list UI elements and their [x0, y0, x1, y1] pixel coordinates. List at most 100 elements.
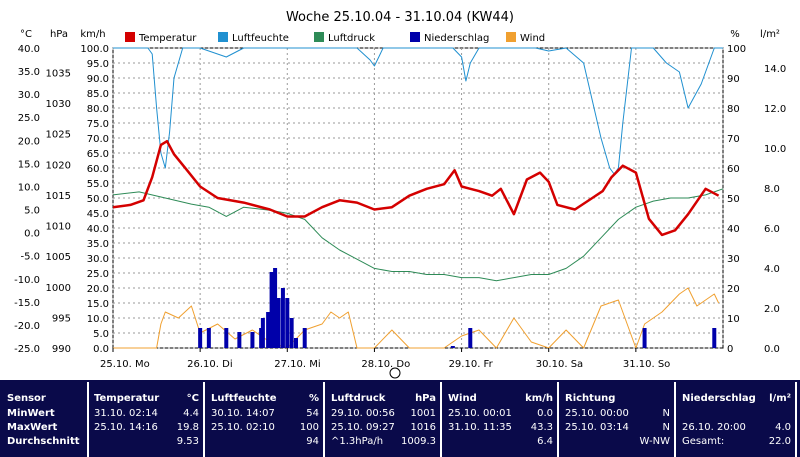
rain-tick-label: 2.0 — [764, 304, 780, 315]
temperature-avg-value: 9.53 — [176, 436, 199, 447]
rain-bar — [269, 272, 274, 348]
pressure-tick-label: 1030 — [46, 99, 71, 110]
pressure-min-time: 29.10. 00:56 — [331, 408, 395, 419]
wind-tick-label: 60.0 — [87, 164, 109, 175]
column-divider — [203, 382, 205, 457]
unit-pressure: hPa — [50, 29, 68, 40]
wind-avg-value: 6.4 — [537, 436, 553, 447]
series-layer — [112, 47, 724, 349]
rain-tick-label: 6.0 — [764, 224, 780, 235]
wind-tick-label: 100.0 — [80, 44, 109, 55]
weather-chart: Woche 25.10.04 - 31.10.04 (KW44) °C hPa … — [14, 10, 786, 379]
legend-swatch — [125, 32, 135, 42]
wind-tick-label: 10.0 — [87, 314, 109, 325]
wind-tick-label: 85.0 — [87, 89, 109, 100]
x-axis: 25.10. Mo 26.10. Di 27.10. Mi 28.10. Do 29.1… — [100, 348, 670, 370]
temperature-unit: °C — [186, 393, 199, 404]
legend-label: Luftdruck — [328, 33, 375, 44]
temperature-tick-label: -15.0 — [14, 298, 40, 309]
rain-bar — [712, 328, 717, 348]
pressure-avg-value: 1009.3 — [401, 436, 436, 447]
right-axes: 100908070605040302010014.012.010.08.06.0… — [727, 44, 786, 355]
temperature-tick-label: 20.0 — [18, 136, 40, 147]
humidity-tick-label: 50 — [727, 194, 740, 205]
legend-swatch — [218, 32, 228, 42]
x-tick-label: 25.10. Mo — [100, 359, 150, 370]
humidity-tick-label: 90 — [727, 74, 740, 85]
temperature-tick-label: 10.0 — [18, 182, 40, 193]
pressure-tick-label: 1000 — [46, 283, 71, 294]
rain-bar — [206, 328, 211, 348]
temperature-tick-label: 30.0 — [18, 90, 40, 101]
rain-bar — [450, 346, 455, 348]
pressure-trend: ^1.3hPa/h — [331, 436, 384, 447]
humidity-tick-label: 60 — [727, 164, 740, 175]
pressure-header: Luftdruck — [331, 393, 386, 404]
direction-column: Richtung 25.10. 00:00 N 25.10. 03:14 N W… — [561, 380, 673, 457]
temperature-header: Temperatur — [94, 393, 160, 404]
humidity-avg-value: 94 — [306, 436, 319, 447]
humidity-tick-label: 30 — [727, 254, 740, 265]
rain-max-value: 4.0 — [775, 422, 791, 433]
scroll-handle-icon[interactable] — [389, 367, 401, 379]
temperature-min-time: 31.10. 02:14 — [94, 408, 158, 419]
chart-title: Woche 25.10.04 - 31.10.04 (KW44) — [286, 10, 514, 25]
wind-tick-label: 70.0 — [87, 134, 109, 145]
temperature-tick-label: 5.0 — [24, 206, 40, 217]
humidity-tick-label: 40 — [727, 224, 740, 235]
rain-unit: l/m² — [769, 393, 791, 404]
pressure-max-time: 25.10. 09:27 — [331, 422, 395, 433]
wind-tick-label: 75.0 — [87, 119, 109, 130]
temperature-tick-label: 25.0 — [18, 113, 40, 124]
sensor-column: Sensor MinWert MaxWert Durchschnitt — [2, 380, 87, 457]
x-tick-label: 28.10. Do — [361, 359, 410, 370]
temperature-min-value: 4.4 — [183, 408, 199, 419]
wind-tick-label: 65.0 — [87, 149, 109, 160]
rain-bar — [276, 298, 281, 348]
legend-swatch — [410, 32, 420, 42]
wind-tick-label: 50.0 — [87, 194, 109, 205]
direction-max-value: N — [662, 422, 670, 433]
rain-column: Niederschlag l/m² 26.10. 20:00 4.0 Gesam… — [678, 380, 794, 457]
legend-label: Temperatur — [138, 33, 197, 44]
rain-bar — [294, 338, 298, 348]
humidity-tick-label: 20 — [727, 284, 740, 295]
left-axes: 40.0 35.0 30.0 25.0 20.0 15.0 10.0 5.0 0.0 -5.0 -1… — [14, 44, 109, 355]
unit-temperature: °C — [20, 29, 32, 40]
humidity-min-time: 30.10. 14:07 — [211, 408, 275, 419]
pressure-min-value: 1001 — [410, 408, 436, 419]
rain-bar — [224, 328, 229, 348]
temperature-tick-label: 0.0 — [24, 229, 40, 240]
direction-avg-value: W-NW — [639, 436, 670, 447]
rain-tick-label: 0.0 — [764, 344, 780, 355]
pressure-tick-label: 1005 — [46, 252, 71, 263]
temperature-tick-label: 15.0 — [18, 159, 40, 170]
pressure-unit: hPa — [415, 393, 436, 404]
rain-bar — [198, 328, 203, 348]
humidity-tick-label: 100 — [727, 44, 746, 55]
rain-bar — [285, 298, 290, 348]
x-tick-label: 30.10. Sa — [536, 359, 583, 370]
rain-bar — [260, 318, 265, 348]
pressure-tick-label: 995 — [52, 313, 71, 324]
rain-bar — [237, 332, 242, 348]
rain-bar — [468, 328, 473, 348]
humidity-tick-label: 0 — [727, 344, 733, 355]
column-divider — [323, 382, 325, 457]
series-line-luftfeuchte — [113, 47, 723, 175]
humidity-header: Luftfeuchte — [211, 393, 277, 404]
row-label-max: MaxWert — [7, 422, 58, 433]
direction-min-value: N — [662, 408, 670, 419]
chart-legend: Temperatur Luftfeuchte Luftdruck Niederschl… — [125, 32, 545, 44]
rain-bar — [273, 268, 278, 348]
direction-min-time: 25.10. 00:00 — [565, 408, 629, 419]
wind-tick-label: 45.0 — [87, 209, 109, 220]
pressure-tick-label: 1015 — [46, 191, 71, 202]
temperature-tick-label: 40.0 — [18, 44, 40, 55]
humidity-unit: % — [308, 393, 319, 404]
temperature-max-time: 25.10. 14:16 — [94, 422, 158, 433]
x-tick-label: 26.10. Di — [187, 359, 232, 370]
wind-tick-label: 20.0 — [87, 284, 109, 295]
x-tick-label: 27.10. Mi — [274, 359, 320, 370]
pressure-tick-label: 1020 — [46, 160, 71, 171]
